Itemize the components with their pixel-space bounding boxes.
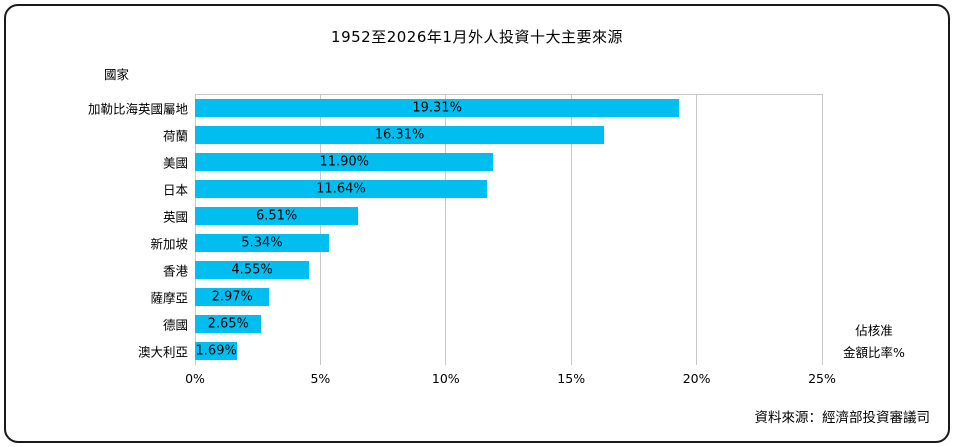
- x-tick-label: 20%: [682, 371, 711, 386]
- bar-value-label: 1.69%: [195, 343, 237, 359]
- bar-value-label: 6.51%: [255, 208, 298, 224]
- value-axis-title-line2: 金額比率%: [843, 345, 905, 360]
- bar: [195, 234, 329, 253]
- bar-value-label: 2.97%: [211, 289, 253, 305]
- x-tick-label: 25%: [808, 371, 836, 386]
- bar: [195, 342, 238, 361]
- bar: [195, 152, 494, 171]
- bar: [195, 125, 605, 144]
- category-label: 荷蘭: [162, 128, 188, 144]
- plot-area: 19.31% 16.31% 11.90% 11.64% 6.51% 5.34% 4.55% 2…: [194, 94, 823, 365]
- bar: [195, 288, 270, 307]
- bar-value-label: 11.64%: [316, 181, 366, 197]
- category-label: 香港: [162, 263, 188, 279]
- value-axis-title: 佔核准 金額比率%: [824, 320, 924, 364]
- bar-value-label: 5.34%: [241, 235, 283, 251]
- x-tick-label: 5%: [310, 371, 331, 386]
- category-label: 日本: [162, 182, 188, 198]
- gridline: [821, 94, 823, 365]
- category-label: 澳大利亞: [137, 344, 188, 360]
- category-axis-title: 國家: [104, 67, 130, 82]
- plot-top-border: [195, 94, 822, 95]
- bar-value-label: 16.31%: [374, 127, 425, 143]
- x-tick-label: 0%: [185, 371, 205, 386]
- category-label: 英國: [162, 209, 188, 225]
- category-label: 薩摩亞: [150, 290, 188, 306]
- gridline: [194, 94, 196, 365]
- bar-value-label: 19.31%: [412, 100, 462, 116]
- category-label: 德國: [162, 317, 188, 333]
- category-label: 美國: [162, 155, 188, 171]
- bar: [195, 179, 487, 198]
- value-axis-title-line1: 佔核准: [855, 323, 893, 338]
- bar-value-label: 11.90%: [319, 154, 370, 170]
- x-tick-label: 10%: [431, 371, 460, 386]
- bar-value-label: 4.55%: [231, 262, 273, 278]
- gridline: [445, 94, 447, 365]
- x-tick-label: 15%: [557, 371, 586, 386]
- bar: [195, 206, 359, 225]
- category-label: 新加坡: [150, 236, 188, 252]
- bar: [195, 315, 262, 334]
- gridline: [570, 94, 572, 365]
- chart-frame: [4, 4, 950, 443]
- bar: [195, 98, 680, 117]
- gridline: [319, 94, 321, 365]
- bar: [195, 261, 310, 280]
- category-axis: 加勒比海英國屬地荷蘭美國日本英國新加坡香港薩摩亞德國澳大利亞: [0, 94, 188, 365]
- chart-title: 1952至2026年1月外人投資十大主要來源: [331, 28, 623, 46]
- gridline: [696, 94, 698, 365]
- source-note: 資料來源：經濟部投資審議司: [754, 410, 931, 426]
- category-label: 加勒比海英國屬地: [87, 101, 188, 117]
- bar-value-label: 2.65%: [207, 316, 249, 332]
